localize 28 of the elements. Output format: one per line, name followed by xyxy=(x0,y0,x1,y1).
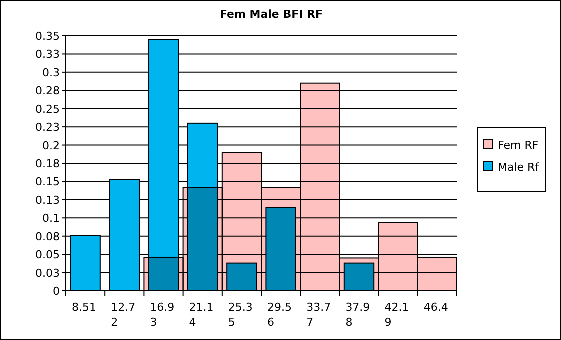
legend-label: Male Rf xyxy=(498,161,540,174)
y-tick-label: 0.28 xyxy=(36,84,60,98)
x-tick-label: 25.35 xyxy=(228,301,253,329)
y-tick-label: 0.13 xyxy=(36,194,60,207)
x-tick-label: 42.19 xyxy=(384,301,410,329)
y-tick-label: 0.23 xyxy=(36,121,60,134)
y-tick-label: 0.18 xyxy=(36,158,60,170)
y-tick-label: 0.33 xyxy=(36,48,60,62)
y-tick-label: 0.1 xyxy=(42,212,60,226)
y-tick-label: 0.35 xyxy=(36,30,60,43)
x-tick-label: 16.93 xyxy=(150,301,175,329)
y-tick-label: 0 xyxy=(53,285,60,298)
y-tick-label: 0.3 xyxy=(42,66,60,80)
y-tick-label: 0.03 xyxy=(36,266,60,280)
y-tick-label: 0.25 xyxy=(36,102,60,116)
y-tick-label: 0.15 xyxy=(36,176,60,189)
x-tick-label: 21.14 xyxy=(189,301,214,329)
y-tick-label: 0.05 xyxy=(36,248,60,262)
x-tick-label: 29.56 xyxy=(268,301,292,329)
chart-title: Fem Male BFI RF xyxy=(220,8,324,21)
legend-label: Fem RF xyxy=(498,139,539,152)
x-tick-label: 33.77 xyxy=(306,301,332,329)
y-tick-label: 0.08 xyxy=(36,230,60,244)
y-tick-label: 0.2 xyxy=(42,139,60,152)
x-tick-label: 37.98 xyxy=(346,301,370,329)
x-tick-label: 46.4 xyxy=(424,301,448,314)
x-tick-label: 8.51 xyxy=(72,301,96,314)
x-tick-label: 12.72 xyxy=(111,301,136,329)
